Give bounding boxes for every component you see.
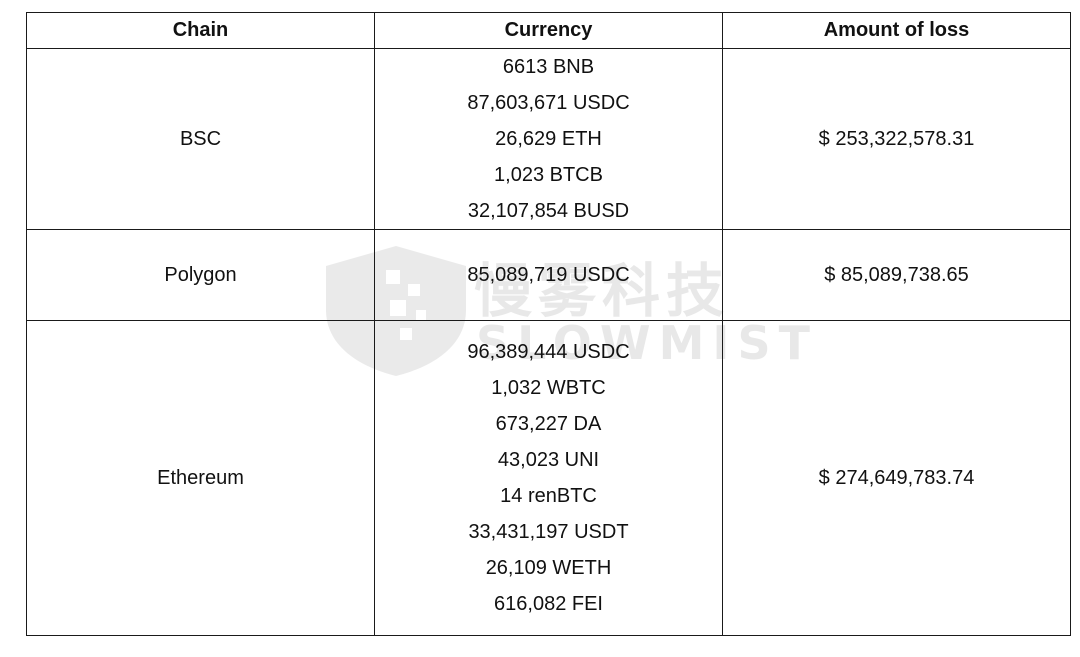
currency-item: 26,629 ETH xyxy=(495,128,602,150)
header-amount: Amount of loss xyxy=(722,12,1071,49)
header-currency: Currency xyxy=(374,12,723,49)
currency-item: 26,109 WETH xyxy=(485,557,612,579)
currency-item: 43,023 UNI xyxy=(497,449,600,471)
currency-item: 14 renBTC xyxy=(500,485,597,507)
amount-cell: $ 274,649,783.74 xyxy=(722,320,1071,636)
currency-cell: 85,089,719 USDC xyxy=(374,229,723,321)
currency-item: 33,431,197 USDT xyxy=(468,521,629,543)
table-row-bsc: BSC 6613 BNB 87,603,671 USDC 26,629 ETH … xyxy=(26,48,1071,230)
currency-item: 1,023 BTCB xyxy=(494,164,603,186)
currency-item: 96,389,444 USDC xyxy=(467,341,630,363)
header-chain: Chain xyxy=(26,12,375,49)
chain-cell: Ethereum xyxy=(26,320,375,636)
header-row: Chain Currency Amount of loss xyxy=(26,12,1071,49)
chain-cell: BSC xyxy=(26,48,375,230)
currency-cell: 6613 BNB 87,603,671 USDC 26,629 ETH 1,02… xyxy=(374,48,723,230)
chain-cell: Polygon xyxy=(26,229,375,321)
currency-item: 616,082 FEI xyxy=(494,593,603,615)
currency-list: 96,389,444 USDC 1,032 WBTC 673,227 DA 43… xyxy=(375,334,722,622)
currency-cell: 96,389,444 USDC 1,032 WBTC 673,227 DA 43… xyxy=(374,320,723,636)
currency-item: 1,032 WBTC xyxy=(491,377,606,399)
currency-item: 85,089,719 USDC xyxy=(467,264,630,286)
currency-list: 6613 BNB 87,603,671 USDC 26,629 ETH 1,02… xyxy=(375,49,722,229)
table-row-ethereum: Ethereum 96,389,444 USDC 1,032 WBTC 673,… xyxy=(26,320,1071,636)
table-row-polygon: Polygon 85,089,719 USDC $ 85,089,738.65 xyxy=(26,229,1071,321)
currency-item: 6613 BNB xyxy=(502,56,595,78)
currency-item: 32,107,854 BUSD xyxy=(467,200,630,222)
amount-cell: $ 85,089,738.65 xyxy=(722,229,1071,321)
currency-item: 673,227 DA xyxy=(495,413,602,435)
currency-item: 87,603,671 USDC xyxy=(467,92,630,114)
amount-cell: $ 253,322,578.31 xyxy=(722,48,1071,230)
loss-table: Chain Currency Amount of loss BSC 6613 B… xyxy=(26,12,1071,636)
currency-list: 85,089,719 USDC xyxy=(375,257,722,293)
